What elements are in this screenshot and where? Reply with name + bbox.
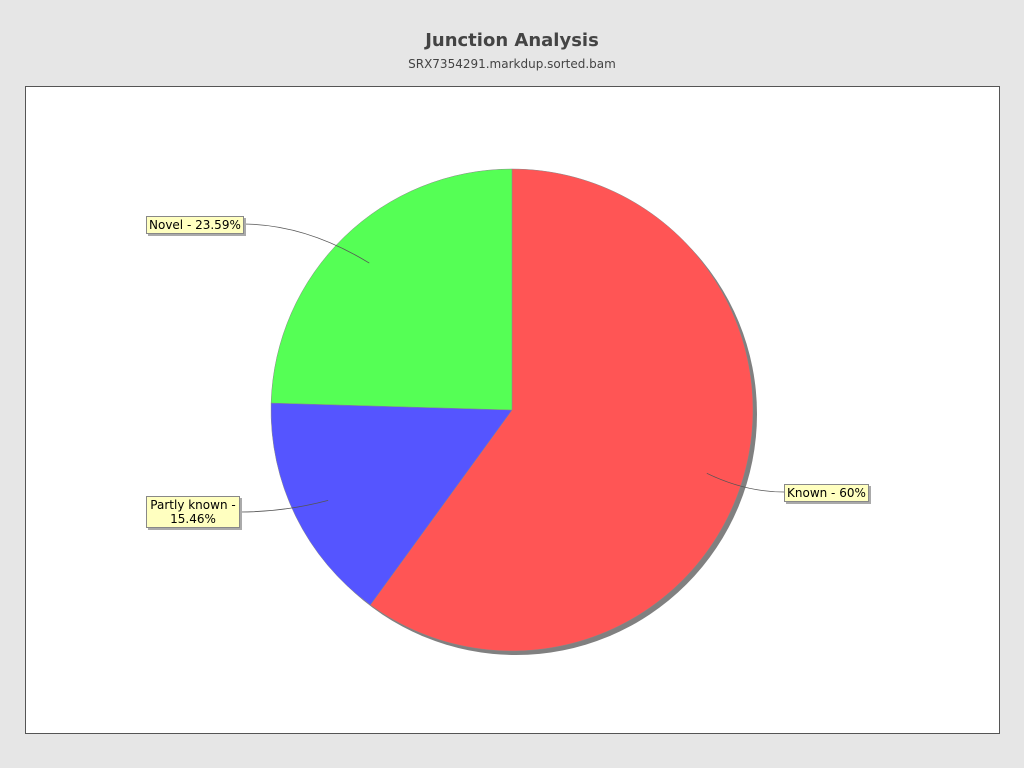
chart-subtitle: SRX7354291.markdup.sorted.bam (408, 57, 616, 71)
slice-label-partly-known: Partly known - 15.46% (146, 496, 240, 528)
slice-label-known: Known - 60% (784, 484, 869, 502)
pie-slice-known[interactable] (369, 168, 754, 652)
pie-slice-novel[interactable] (270, 168, 513, 411)
label-link-line (706, 472, 785, 493)
label-link-line (241, 223, 370, 264)
label-link-line (239, 499, 329, 513)
chart-title: Junction Analysis (425, 30, 599, 51)
pie-slice-partly-known[interactable] (270, 402, 513, 606)
slice-label-novel: Novel - 23.59% (146, 216, 244, 234)
